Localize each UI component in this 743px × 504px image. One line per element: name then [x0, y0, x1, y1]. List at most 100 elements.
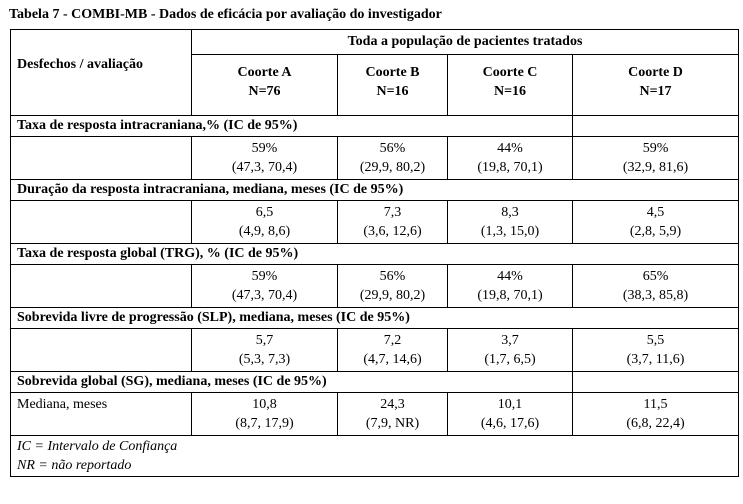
value-cell: 59% (32,9, 81,6) — [571, 136, 740, 180]
value-cell: 6,5 (4,9, 8,6) — [191, 200, 338, 244]
population-header: Toda a população de pacientes tratados — [190, 29, 740, 55]
value-main: 65% — [642, 269, 669, 284]
value-ci: (19,8, 70,1) — [477, 288, 543, 303]
value-ci: (5,3, 7,3) — [238, 352, 291, 367]
value-ci: (1,7, 6,5) — [484, 352, 536, 367]
section-title: Duração da resposta intracraniana, media… — [9, 179, 740, 201]
cohort-name: Coorte B — [365, 65, 420, 80]
value-main: 44% — [497, 269, 523, 284]
section-title: Sobrevida livre de progressão (SLP), med… — [9, 307, 740, 329]
value-main: 5,5 — [646, 333, 665, 348]
value-cell: 65% (38,3, 85,8) — [571, 264, 740, 308]
value-cell: 59% (47,3, 70,4) — [191, 264, 338, 308]
value-ci: (19,8, 70,1) — [477, 160, 543, 175]
value-main: 10,1 — [497, 397, 523, 412]
table-row: Mediana, meses 10,8 (8,7, 17,9) 24,3 (7,9,… — [10, 392, 740, 436]
value-ci: (8,7, 17,9) — [235, 416, 294, 431]
cohort-header: Coorte A N=76 — [191, 54, 338, 116]
value-cell: 11,5 (6,8, 22,4) — [571, 392, 740, 436]
value-cell: 10,8 (8,7, 17,9) — [191, 392, 338, 436]
value-main: 5,7 — [255, 333, 274, 348]
value-main: 44% — [497, 141, 523, 156]
value-ci: (4,6, 17,6) — [480, 416, 540, 431]
section-title-spacer — [571, 115, 740, 137]
value-cell: 8,3 (1,3, 15,0) — [447, 200, 573, 244]
value-main: 59% — [251, 141, 278, 156]
table-row: 59% (47,3, 70,4) 56% (29,9, 80,2) 44% (19,8… — [10, 136, 740, 180]
value-ci: (7,9, NR) — [365, 416, 420, 431]
value-ci: (47,3, 70,4) — [231, 288, 298, 303]
value-main: 24,3 — [380, 397, 405, 412]
value-main: 6,5 — [255, 205, 274, 220]
value-main: 59% — [251, 269, 278, 284]
section-title-row: Sobrevida livre de progressão (SLP), med… — [9, 307, 740, 329]
row-label — [10, 136, 192, 180]
value-cell: 56% (29,9, 80,2) — [337, 136, 448, 180]
value-main: 56% — [379, 269, 406, 284]
section-title-spacer — [447, 115, 573, 137]
value-main: 8,3 — [501, 205, 519, 220]
value-ci: (2,8, 5,9) — [629, 224, 682, 239]
row-label: Mediana, meses — [10, 392, 192, 436]
table-row: 5,7 (5,3, 7,3) 7,2 (4,7, 14,6) 3,7 (1,7, 6,… — [10, 328, 740, 372]
cohort-header: Coorte B N=16 — [337, 54, 448, 116]
cohort-header: Coorte C N=16 — [447, 54, 573, 116]
value-cell: 24,3 (7,9, NR) — [337, 392, 448, 436]
value-cell: 7,2 (4,7, 14,6) — [337, 328, 448, 372]
value-main: 10,8 — [252, 397, 277, 412]
table-row: 59% (47,3, 70,4) 56% (29,9, 80,2) 44% (19,8… — [10, 264, 740, 308]
section-title-row: Duração da resposta intracraniana, media… — [9, 179, 740, 201]
value-main: 3,7 — [501, 333, 519, 348]
value-main: 56% — [379, 141, 406, 156]
value-ci: (1,3, 15,0) — [480, 224, 540, 239]
value-ci: (29,9, 80,2) — [359, 160, 426, 175]
value-cell: 5,7 (5,3, 7,3) — [191, 328, 338, 372]
footnote-ic: IC = Intervalo de Confiança — [17, 439, 178, 454]
efficacy-table: Desfechos / avaliação Toda a população d… — [9, 29, 740, 477]
value-cell: 5,5 (3,7, 11,6) — [571, 328, 740, 372]
footnotes: IC = Intervalo de Confiança NR = não rep… — [9, 435, 740, 477]
value-ci: (3,7, 11,6) — [626, 352, 685, 367]
value-ci: (4,9, 8,6) — [238, 224, 291, 239]
footnote-nr: NR = não reportado — [17, 458, 132, 473]
footnote-row: IC = Intervalo de Confiança NR = não rep… — [9, 435, 740, 477]
value-ci: (47,3, 70,4) — [231, 160, 298, 175]
cohort-header: Coorte D N=17 — [571, 54, 740, 116]
cohort-n: N=76 — [248, 84, 281, 99]
cohort-name: Coorte A — [237, 65, 292, 80]
cohort-n: N=17 — [639, 84, 672, 99]
value-cell: 10,1 (4,6, 17,6) — [447, 392, 573, 436]
value-cell: 56% (29,9, 80,2) — [337, 264, 448, 308]
section-title-row: Taxa de resposta intracraniana,% (IC de … — [10, 115, 740, 137]
value-cell: 59% (47,3, 70,4) — [191, 136, 338, 180]
section-title-spacer — [571, 371, 740, 393]
value-cell: 44% (19,8, 70,1) — [447, 136, 573, 180]
section-title-row: Sobrevida global (SG), mediana, meses (I… — [10, 371, 740, 393]
section-title: Sobrevida global (SG), mediana, meses (I… — [10, 371, 448, 393]
cohort-name: Coorte D — [628, 65, 683, 80]
value-main: 11,5 — [643, 397, 668, 412]
value-ci: (32,9, 81,6) — [622, 160, 689, 175]
value-ci: (29,9, 80,2) — [359, 288, 426, 303]
section-title: Taxa de resposta intracraniana,% (IC de … — [10, 115, 448, 137]
cohort-n: N=16 — [493, 84, 527, 99]
value-main: 59% — [642, 141, 669, 156]
value-main: 4,5 — [646, 205, 665, 220]
table-caption: Tabela 7 - COMBI-MB - Dados de eficácia … — [9, 7, 442, 22]
outcome-header: Desfechos / avaliação — [10, 29, 192, 116]
section-title-spacer — [447, 371, 573, 393]
value-ci: (4,7, 14,6) — [363, 352, 422, 367]
table-row: 6,5 (4,9, 8,6) 7,3 (3,6, 12,6) 8,3 (1,3, 15… — [10, 200, 740, 244]
cohort-n: N=16 — [376, 84, 409, 99]
header-row-span: Desfechos / avaliação Toda a população d… — [10, 29, 740, 116]
cohort-name: Coorte C — [482, 65, 538, 80]
value-main: 7,2 — [383, 333, 402, 348]
value-cell: 3,7 (1,7, 6,5) — [447, 328, 573, 372]
value-ci: (6,8, 22,4) — [626, 416, 685, 431]
section-title-row: Taxa de resposta global (TRG), % (IC de … — [9, 243, 740, 265]
value-cell: 44% (19,8, 70,1) — [447, 264, 573, 308]
row-label — [10, 200, 192, 244]
row-label — [10, 264, 192, 308]
value-ci: (3,6, 12,6) — [363, 224, 422, 239]
header-row-cohorts: Coorte A N=76 Coorte B N=16 Coorte C N=1… — [11, 54, 740, 116]
